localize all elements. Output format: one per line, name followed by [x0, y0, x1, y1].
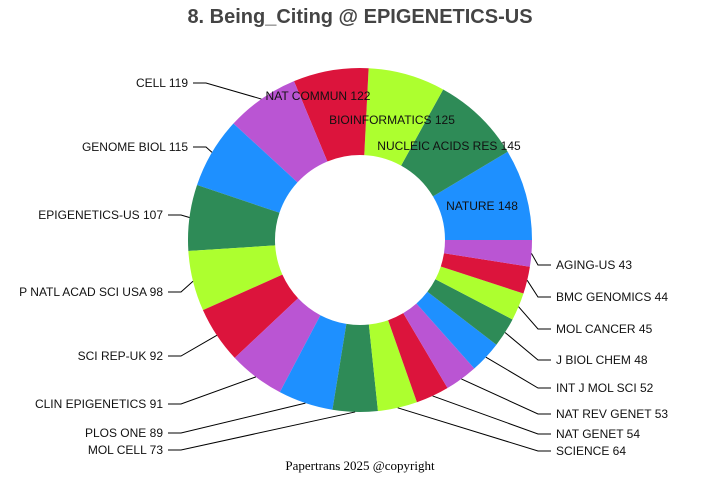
label-mol-cancer: MOL CANCER 45 [556, 322, 653, 336]
leader-line-j-biol-chem [504, 332, 551, 361]
label-nat-rev-genet: NAT REV GENET 53 [556, 407, 668, 421]
slice-plos-one [279, 315, 347, 410]
label-bioinformatics: BIOINFORMATICS 125 [329, 113, 455, 127]
label-epigenetics-us: EPIGENETICS-US 107 [38, 208, 163, 222]
leader-line-plos-one [168, 402, 306, 434]
leader-line-sci-rep-uk [168, 334, 218, 357]
slice-genome-biol [197, 123, 298, 213]
slice-cell [233, 81, 328, 183]
slice-sci-rep-uk [202, 274, 299, 358]
slice-bmc-genomics [440, 253, 530, 294]
slice-science [368, 320, 417, 412]
label-mol-cell: MOL CELL 73 [88, 443, 163, 457]
label-aging-us: AGING-US 43 [556, 258, 632, 272]
label-j-biol-chem: J BIOL CHEM 48 [556, 353, 648, 367]
slice-nat-genet [388, 313, 448, 403]
slice-int-j-mol-sci [416, 291, 497, 369]
label-science: SCIENCE 64 [556, 444, 626, 458]
label-genome-biol: GENOME BIOL 115 [82, 140, 188, 154]
leader-line-int-j-mol-sci [485, 356, 551, 389]
leader-line-science [397, 407, 551, 452]
slice-mol-cancer [435, 266, 524, 320]
slice-nat-commun [293, 67, 369, 162]
leader-line-mol-cancer [518, 306, 551, 330]
label-clin-epigenetics: CLIN EPIGENETICS 91 [35, 397, 163, 411]
label-nat-commun: NAT COMMUN 122 [266, 89, 371, 103]
leader-line-p-natl-acad-sci-usa [168, 280, 194, 293]
leader-line-epigenetics-us [168, 214, 190, 219]
label-cell: CELL 119 [136, 76, 188, 90]
label-nat-genet: NAT GENET 54 [556, 427, 640, 441]
leader-line-nat-rev-genet [461, 378, 551, 415]
slice-mol-cell [332, 323, 378, 412]
chart-title: 8. Being_Citing @ EPIGENETICS-US [187, 6, 533, 28]
slice-nature [432, 151, 532, 240]
label-int-j-mol-sci: INT J MOL SCI 52 [556, 381, 654, 395]
label-bmc-genomics: BMC GENOMICS 44 [556, 290, 668, 304]
leader-line-cell [193, 82, 262, 100]
slice-epigenetics-us [187, 184, 280, 251]
slice-aging-us [443, 240, 532, 267]
slice-nucleic-acids-res [401, 89, 508, 197]
leader-line-nat-genet [432, 395, 551, 435]
leader-line-genome-biol [193, 146, 213, 153]
slice-p-natl-acad-sci-usa [188, 245, 283, 311]
slice-nat-rev-genet [403, 303, 475, 389]
label-p-natl-acad-sci-usa: P NATL ACAD SCI USA 98 [19, 285, 163, 299]
slice-j-biol-chem [427, 279, 513, 345]
copyright-footer: Papertrans 2025 @copyright [285, 458, 435, 473]
label-sci-rep-uk: SCI REP-UK 92 [78, 349, 164, 363]
label-plos-one: PLOS ONE 89 [85, 426, 163, 440]
leader-line-mol-cell [168, 411, 356, 451]
leader-line-bmc-genomics [526, 280, 551, 298]
leader-line-clin-epigenetics [168, 376, 257, 405]
slice-bioinformatics [364, 68, 444, 166]
slice-clin-epigenetics [234, 298, 321, 393]
label-nucleic-acids-res: NUCLEIC ACIDS RES 145 [377, 139, 521, 153]
leader-line-aging-us [531, 253, 551, 266]
label-nature: NATURE 148 [446, 199, 518, 213]
